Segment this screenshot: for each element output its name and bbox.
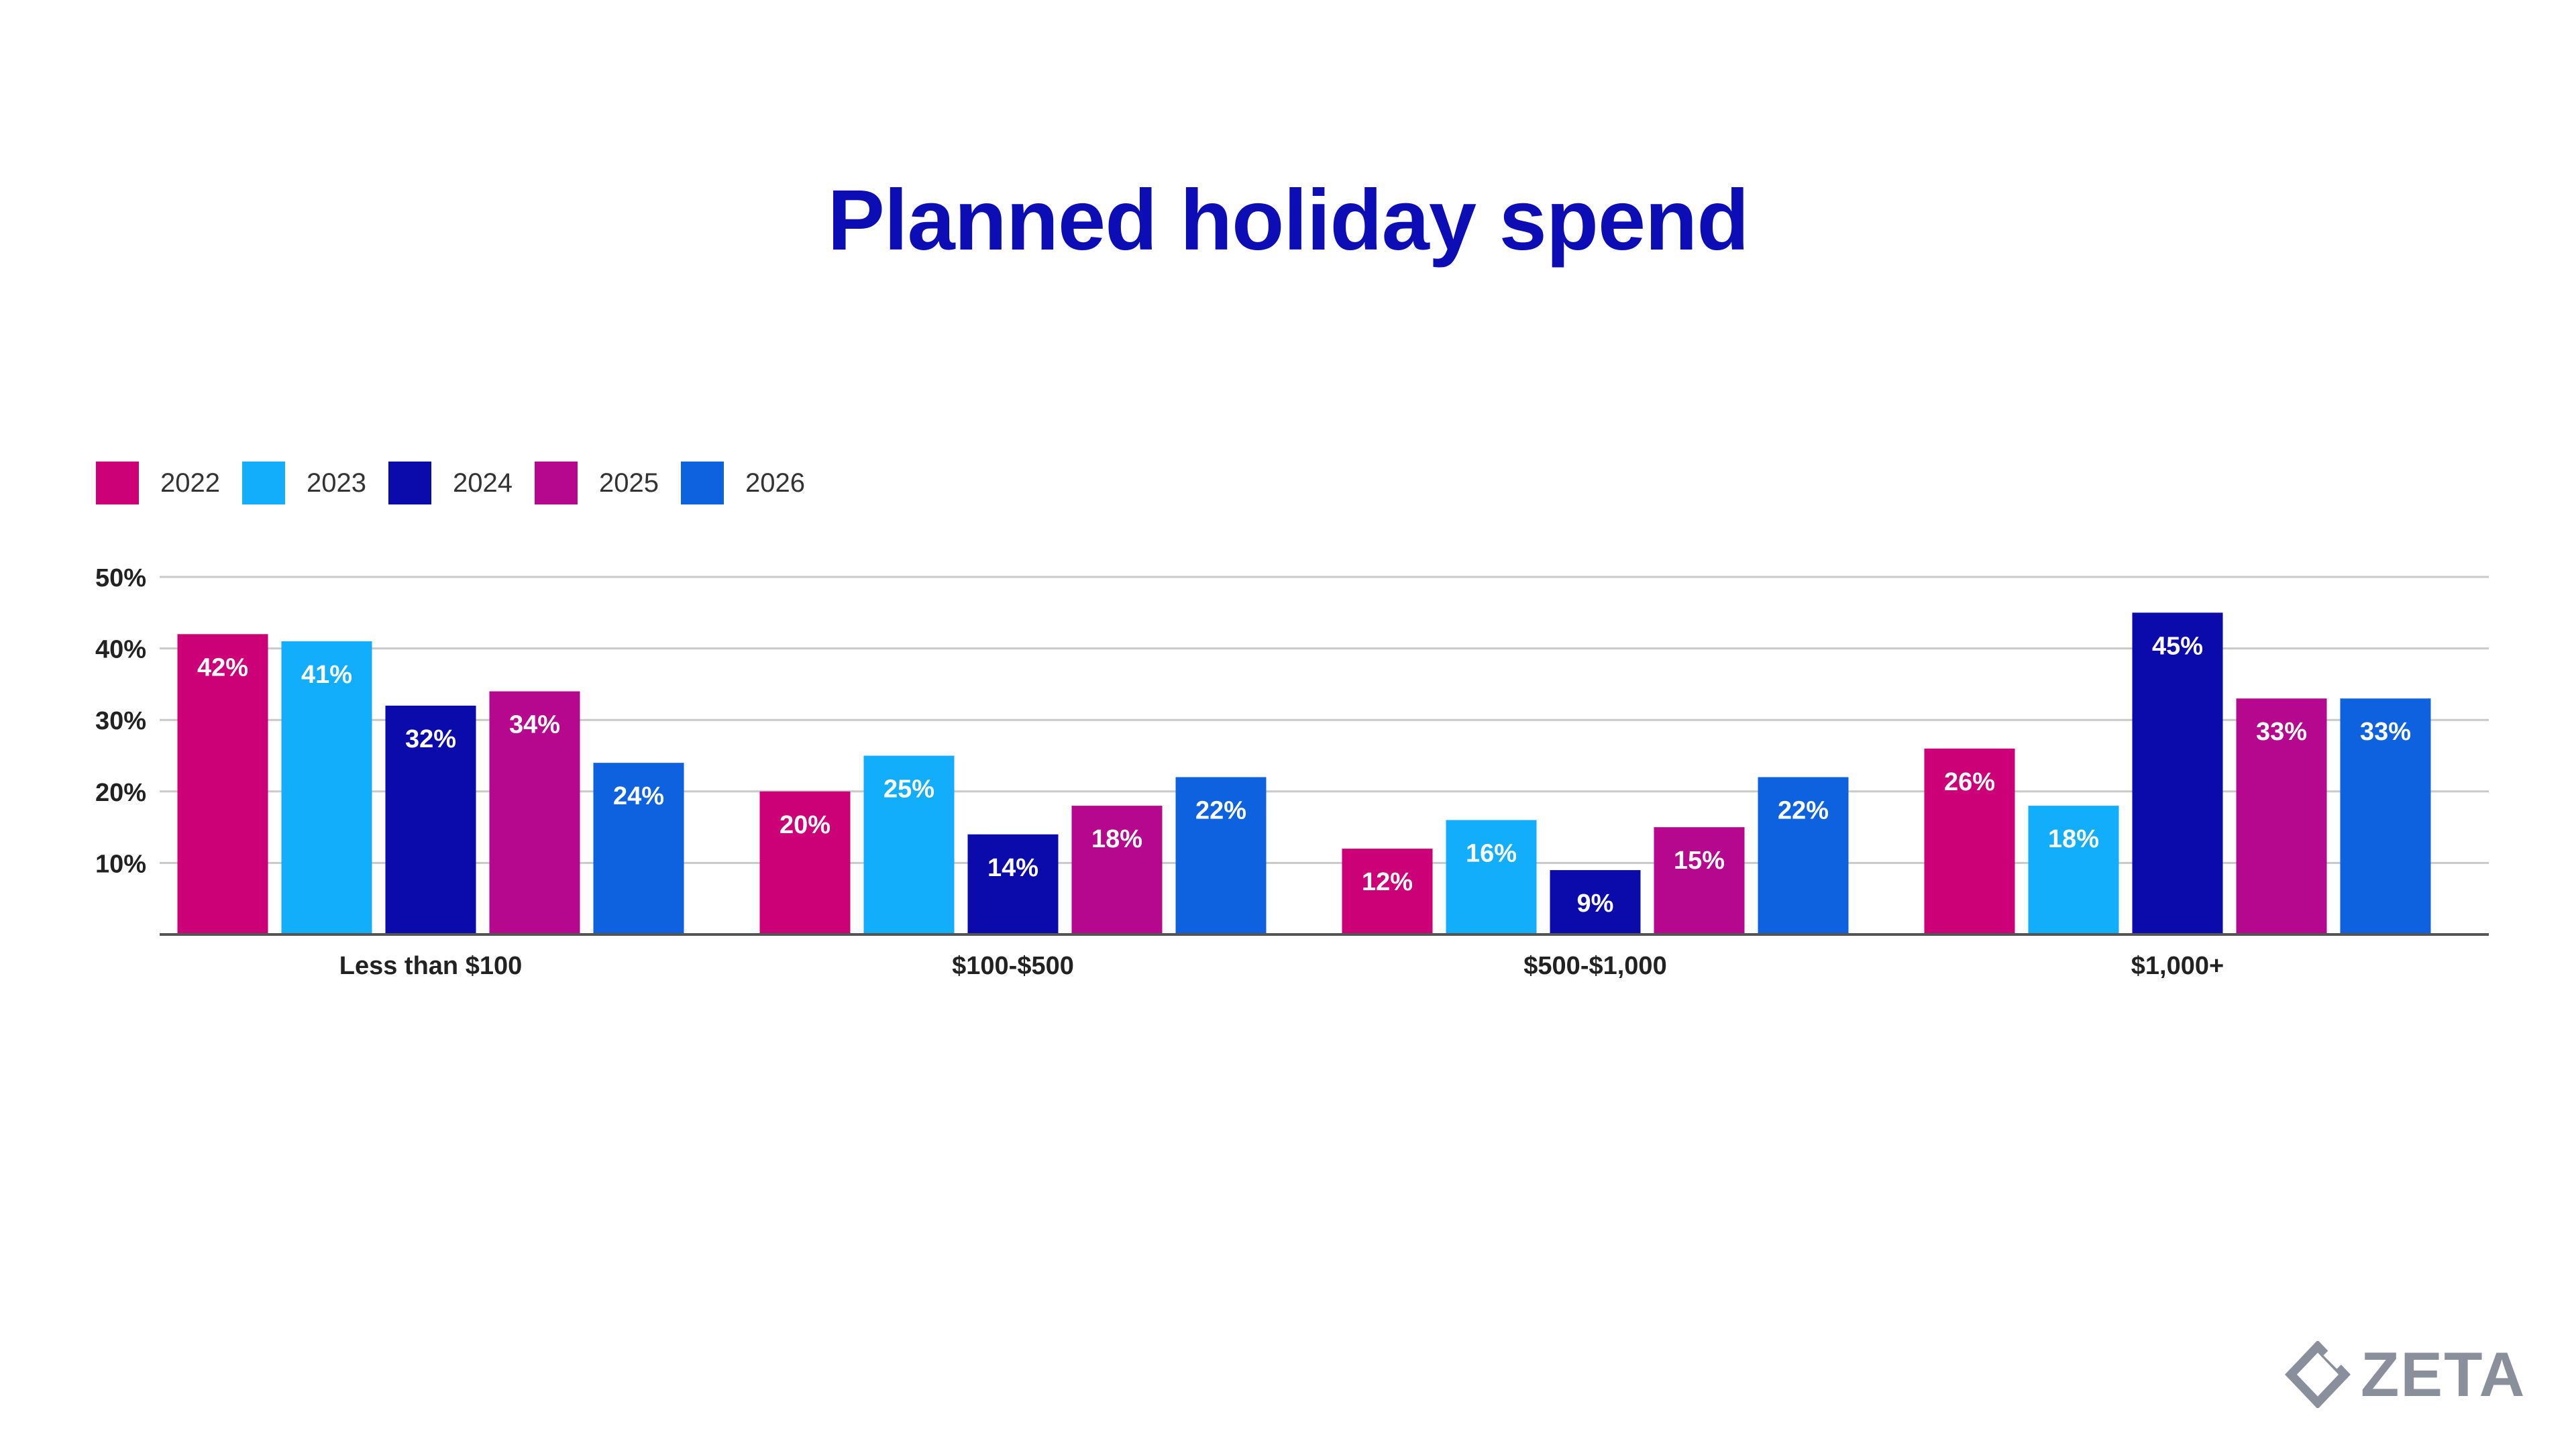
data-label: 26% bbox=[1944, 768, 1995, 796]
data-label: 9% bbox=[1577, 890, 1614, 918]
data-label: 14% bbox=[987, 854, 1038, 882]
bar-2026-1 bbox=[1175, 777, 1267, 934]
data-label: 16% bbox=[1466, 839, 1517, 867]
legend-label: 2025 bbox=[599, 468, 659, 498]
data-label: 41% bbox=[301, 661, 352, 689]
data-label: 15% bbox=[1674, 847, 1725, 875]
chart-title: Planned holiday spend bbox=[827, 172, 1750, 268]
zeta-logo: ZETA bbox=[2284, 1338, 2526, 1411]
data-label: 34% bbox=[509, 711, 560, 739]
chart-legend: 2022 2023 2024 2025 2026 bbox=[96, 462, 827, 504]
data-label: 22% bbox=[1195, 796, 1246, 824]
bar-2023-1 bbox=[863, 755, 955, 934]
bar-2023-2 bbox=[1446, 820, 1537, 934]
data-label: 18% bbox=[2048, 825, 2099, 853]
y-tick-label: 20% bbox=[95, 779, 146, 807]
data-label: 25% bbox=[883, 775, 934, 804]
legend-swatch bbox=[681, 462, 724, 504]
x-category-label: Less than $100 bbox=[339, 952, 522, 980]
legend-swatch bbox=[535, 462, 578, 504]
legend-label: 2024 bbox=[453, 468, 513, 498]
x-category-label: $100-$500 bbox=[952, 952, 1074, 980]
data-label: 45% bbox=[2152, 632, 2203, 660]
bar-2025-2 bbox=[1654, 827, 1745, 934]
bar-2024-0 bbox=[385, 705, 476, 934]
legend-item-2026: 2026 bbox=[681, 462, 807, 504]
data-label: 24% bbox=[613, 782, 664, 810]
bar-2023-3 bbox=[2028, 806, 2119, 934]
legend-item-2023: 2023 bbox=[242, 462, 368, 504]
y-tick-label: 40% bbox=[95, 636, 146, 664]
data-label: 22% bbox=[1778, 796, 1829, 824]
data-label: 20% bbox=[780, 811, 830, 839]
bar-2025-0 bbox=[489, 691, 580, 934]
legend-item-2024: 2024 bbox=[388, 462, 515, 504]
data-label: 32% bbox=[405, 725, 456, 753]
data-label: 33% bbox=[2256, 718, 2307, 746]
bar-2026-2 bbox=[1758, 777, 1849, 934]
x-category-label: $1,000+ bbox=[2131, 952, 2224, 980]
bar-2024-2 bbox=[1550, 870, 1641, 934]
y-tick-label: 50% bbox=[95, 564, 146, 592]
y-tick-label: 10% bbox=[95, 850, 146, 878]
bar-2022-0 bbox=[177, 634, 268, 934]
zeta-diamond-icon bbox=[2285, 1341, 2351, 1408]
logo-wordmark: ZETA bbox=[2361, 1339, 2526, 1409]
bar-2022-1 bbox=[759, 791, 851, 934]
bar-2022-2 bbox=[1342, 849, 1433, 934]
bar-2024-3 bbox=[2132, 612, 2223, 934]
data-label: 33% bbox=[2360, 718, 2411, 746]
bar-2026-0 bbox=[593, 763, 684, 934]
legend-swatch bbox=[96, 462, 139, 504]
bar-2022-3 bbox=[1924, 748, 2015, 934]
legend-item-2022: 2022 bbox=[96, 462, 222, 504]
legend-swatch bbox=[242, 462, 285, 504]
bar-2026-3 bbox=[2340, 698, 2431, 934]
bar-2023-0 bbox=[281, 641, 372, 934]
legend-swatch bbox=[388, 462, 431, 504]
y-tick-label: 30% bbox=[95, 707, 146, 735]
legend-label: 2023 bbox=[307, 468, 366, 498]
bar-2025-1 bbox=[1071, 806, 1163, 934]
bar-2024-1 bbox=[967, 834, 1059, 934]
data-label: 42% bbox=[197, 653, 248, 682]
legend-label: 2026 bbox=[745, 468, 805, 498]
data-label: 18% bbox=[1091, 825, 1142, 853]
data-label: 12% bbox=[1362, 868, 1413, 896]
legend-label: 2022 bbox=[160, 468, 220, 498]
legend-item-2025: 2025 bbox=[535, 462, 661, 504]
x-category-label: $500-$1,000 bbox=[1523, 952, 1666, 980]
bar-2025-3 bbox=[2236, 698, 2327, 934]
